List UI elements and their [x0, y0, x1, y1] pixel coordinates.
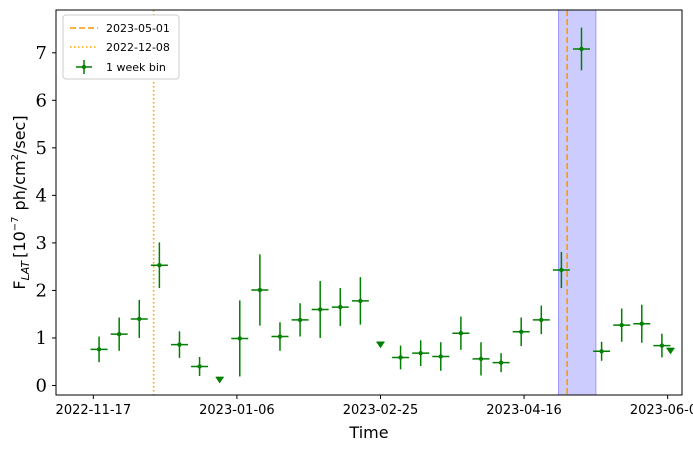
data-marker [197, 364, 202, 369]
data-marker [539, 317, 544, 323]
data-point-15 [392, 345, 410, 370]
data-marker [498, 360, 504, 365]
data-marker [157, 263, 162, 268]
y-axis-title-sub: LAT [19, 260, 32, 281]
y-tick-label-7: 7 [36, 43, 47, 64]
y-tick-label-1: 1 [36, 328, 47, 349]
data-marker [257, 287, 263, 293]
data-point-10 [291, 303, 309, 337]
data-marker [177, 342, 182, 347]
data-point-24 [572, 27, 590, 71]
y-axis-title-sq: 2 [10, 154, 21, 160]
y-tick-label-3: 3 [36, 233, 47, 254]
legend-marker-dot [81, 64, 87, 70]
data-point-25 [593, 341, 611, 361]
y-axis-title-exp: −7 [10, 216, 21, 231]
upper-limit-marker [215, 377, 224, 384]
y-axis: 0 1 2 3 4 5 6 7 [36, 43, 56, 396]
legend-swatch-1-week-bin [76, 60, 92, 74]
data-marker [579, 46, 584, 52]
data-point-3 [150, 242, 168, 289]
data-point-11 [311, 280, 329, 338]
y-tick-label-0: 0 [36, 375, 47, 396]
data-point-2 [130, 299, 148, 338]
y-axis-title-main: F [10, 280, 29, 289]
data-point-20 [492, 353, 510, 373]
x-tick-label-2022-11-17: 2022-11-17 [56, 403, 132, 418]
data-point-22 [532, 305, 550, 335]
y-tick-label-6: 6 [36, 90, 47, 111]
y-tick-label-2: 2 [36, 280, 47, 301]
data-point-7 [231, 300, 249, 377]
legend-label-1-week-bin: 1 week bin [106, 61, 166, 74]
plot-frame [55, 9, 683, 396]
data-point-0 [90, 336, 108, 363]
x-tick-label-2023-04-16: 2023-04-16 [486, 403, 562, 418]
data-point-29 [666, 347, 675, 355]
upper-limit-marker [376, 342, 385, 349]
legend-box [62, 14, 180, 80]
legend: 2023-05-01 2022-12-08 1 week bin [62, 14, 180, 80]
data-marker [619, 322, 624, 328]
data-marker [559, 267, 564, 273]
data-point-23 [552, 251, 570, 289]
vline-layer [152, 10, 568, 395]
data-marker [418, 350, 423, 356]
legend-label-2022-12-08: 2022-12-08 [106, 41, 170, 54]
data-marker [478, 356, 484, 362]
data-point-12 [331, 288, 349, 327]
data-marker [438, 354, 443, 359]
y-axis-title-units: [10 [10, 231, 29, 258]
data-marker [639, 321, 644, 326]
data-marker [137, 316, 142, 322]
data-marker [659, 343, 665, 348]
data-point-28 [653, 333, 671, 358]
data-marker [398, 355, 403, 360]
x-tick-label-2023-06-05: 2023-06-05 [630, 403, 693, 418]
x-tick-label-2023-02-25: 2023-02-25 [343, 403, 419, 418]
upper-limit-marker [666, 348, 675, 355]
data-point-26 [613, 308, 631, 342]
data-marker [116, 331, 122, 337]
y-tick-label-4: 4 [36, 185, 47, 206]
legend-label-2023-05-01: 2023-05-01 [106, 22, 170, 35]
data-point-5 [191, 356, 209, 376]
y-axis-title: FLAT [10−7 ph/cm2/sec] [10, 115, 32, 289]
data-marker [96, 347, 102, 352]
data-marker [317, 307, 323, 312]
x-axis: 2022-11-17 2023-01-06 2023-02-25 2023-04-16… [56, 395, 693, 418]
data-point-27 [633, 304, 651, 343]
data-point-9 [271, 322, 289, 351]
data-marker [297, 317, 303, 323]
data-point-16 [412, 340, 430, 367]
band-layer [558, 9, 597, 396]
flare-band [558, 9, 597, 396]
data-point-8 [251, 254, 269, 326]
data-marker [518, 329, 524, 334]
x-tick-label-2023-01-06: 2023-01-06 [199, 403, 275, 418]
data-point-14 [376, 341, 385, 349]
data-point-18 [452, 316, 470, 350]
data-point-13 [351, 277, 369, 325]
x-axis-title: Time [348, 423, 388, 442]
data-point-17 [432, 342, 450, 371]
data-point-19 [472, 342, 490, 376]
data-marker [358, 298, 363, 304]
y-axis-title-rest: ph/cm [10, 160, 29, 210]
data-marker [277, 334, 283, 339]
data-point-4 [170, 331, 188, 358]
data-marker [599, 349, 604, 354]
data-marker [237, 336, 242, 341]
y-axis-title-tail: /sec] [10, 115, 29, 154]
data-point-1 [110, 317, 128, 351]
data-point-6 [215, 376, 224, 384]
data-marker [338, 304, 343, 310]
y-tick-label-5: 5 [36, 138, 47, 159]
data-layer [90, 27, 675, 384]
data-marker [458, 331, 464, 336]
data-point-21 [512, 317, 530, 347]
